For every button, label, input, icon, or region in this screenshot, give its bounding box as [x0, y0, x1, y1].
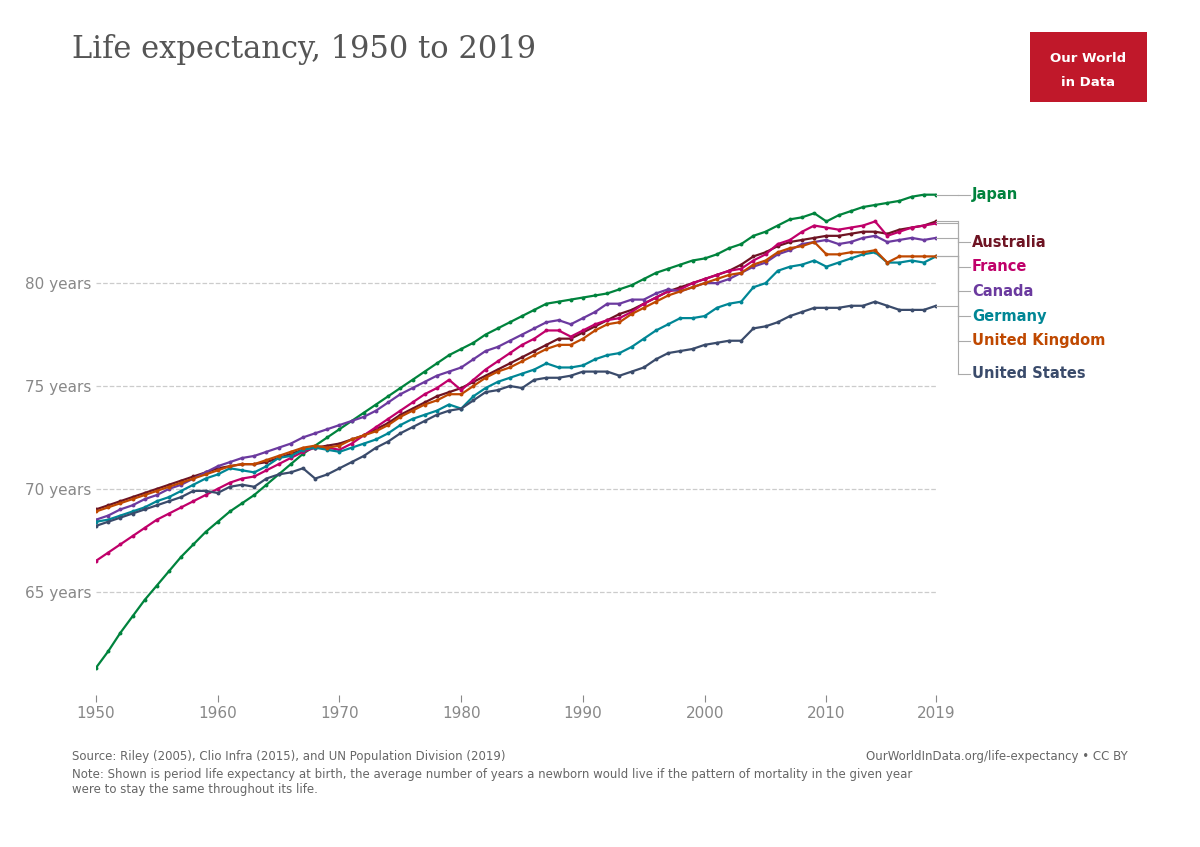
Text: Germany: Germany	[972, 308, 1046, 324]
Text: OurWorldInData.org/life-expectancy • CC BY: OurWorldInData.org/life-expectancy • CC …	[866, 750, 1128, 762]
Text: United Kingdom: United Kingdom	[972, 333, 1105, 348]
Text: Life expectancy, 1950 to 2019: Life expectancy, 1950 to 2019	[72, 34, 536, 65]
Text: in Data: in Data	[1062, 75, 1116, 89]
Text: United States: United States	[972, 366, 1086, 381]
Text: Our World: Our World	[1050, 52, 1127, 65]
Text: France: France	[972, 259, 1027, 274]
Text: Australia: Australia	[972, 235, 1046, 250]
Text: Source: Riley (2005), Clio Infra (2015), and UN Population Division (2019): Source: Riley (2005), Clio Infra (2015),…	[72, 750, 505, 762]
Text: Japan: Japan	[972, 187, 1019, 202]
Text: Canada: Canada	[972, 284, 1033, 299]
Text: Note: Shown is period life expectancy at birth, the average number of years a ne: Note: Shown is period life expectancy at…	[72, 768, 912, 796]
